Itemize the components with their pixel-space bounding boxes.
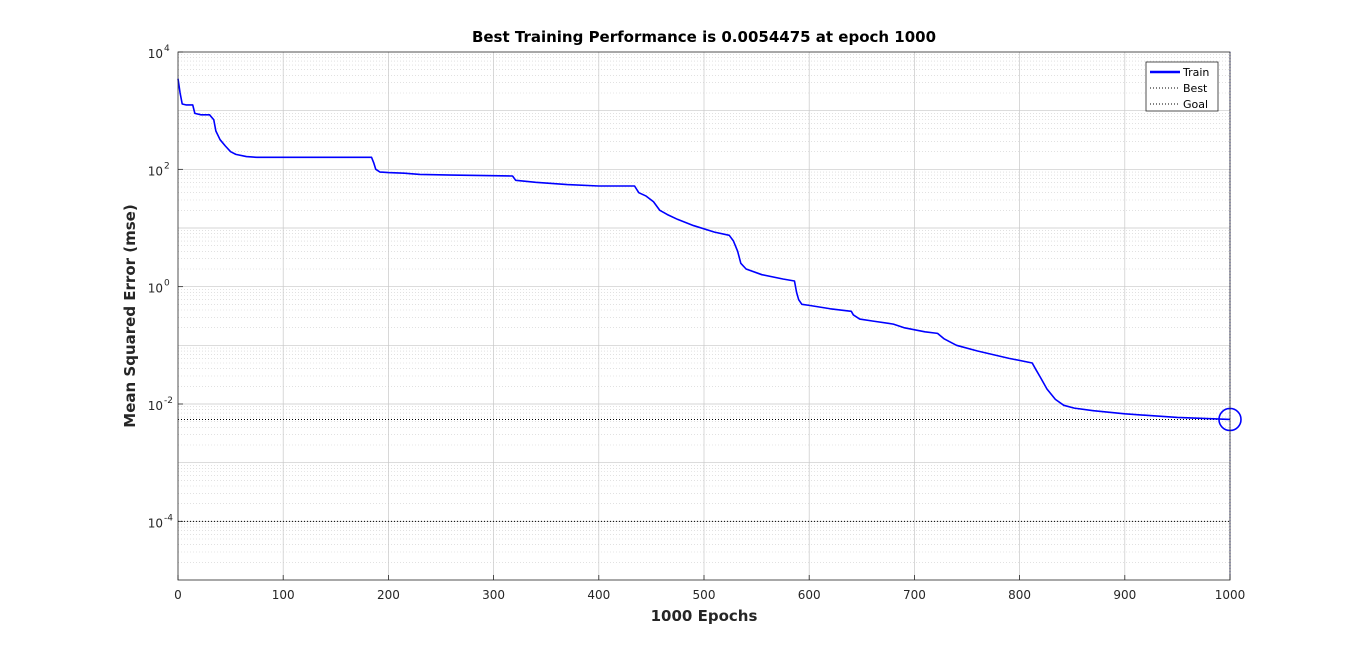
x-tick-label: 300 <box>482 588 505 602</box>
y-axis-label: Mean Squared Error (mse) <box>121 204 139 427</box>
y-tick-base: 10 <box>148 164 163 178</box>
x-tick-label: 500 <box>693 588 716 602</box>
legend-best-label: Best <box>1183 82 1208 95</box>
y-tick-exponent: -2 <box>164 396 173 406</box>
y-tick-exponent: 4 <box>164 44 170 54</box>
y-tick-exponent: -4 <box>164 513 173 523</box>
y-tick-label: 10 0 <box>148 279 170 296</box>
major-grid <box>178 52 1230 580</box>
y-tick-base: 10 <box>148 399 163 413</box>
legend-goal-label: Goal <box>1183 98 1208 111</box>
x-tick-label: 400 <box>587 588 610 602</box>
x-tick-label: 200 <box>377 588 400 602</box>
y-tick-label: 10 -2 <box>148 396 173 413</box>
y-tick-base: 10 <box>148 47 163 61</box>
chart-title: Best Training Performance is 0.0054475 a… <box>472 28 936 46</box>
legend-train-label: Train <box>1182 66 1209 79</box>
train-line <box>177 78 1231 421</box>
x-axis-label: 1000 Epochs <box>651 607 758 625</box>
y-tick-label: 10 2 <box>148 161 170 178</box>
x-axis-ticks: 0 100 200 300 400 500 600 700 800 900 1000 <box>174 575 1245 602</box>
y-tick-base: 10 <box>148 282 163 296</box>
y-tick-label: 10 4 <box>148 44 170 61</box>
legend: Train Best Goal <box>1145 61 1219 112</box>
y-tick-exponent: 2 <box>164 161 170 171</box>
legend-box <box>1145 61 1219 112</box>
y-tick-exponent: 0 <box>164 279 170 289</box>
x-tick-label: 800 <box>1008 588 1031 602</box>
x-tick-label: 1000 <box>1215 588 1246 602</box>
y-tick-base: 10 <box>148 516 163 530</box>
x-tick-label: 700 <box>903 588 926 602</box>
x-tick-label: 0 <box>174 588 182 602</box>
x-tick-label: 600 <box>798 588 821 602</box>
x-tick-label: 900 <box>1113 588 1136 602</box>
y-tick-label: 10 -4 <box>148 513 174 530</box>
x-tick-label: 100 <box>272 588 295 602</box>
